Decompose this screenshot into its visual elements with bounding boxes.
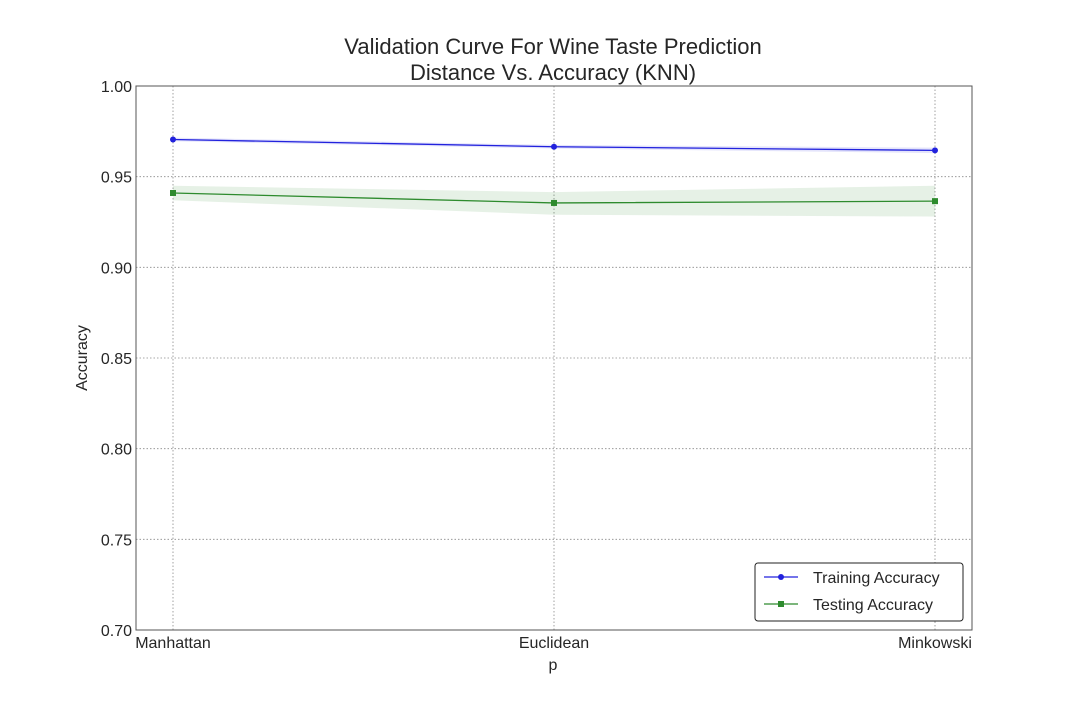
x-tick-label: Euclidean [519,635,589,652]
y-tick-label: 0.70 [101,623,132,640]
training-point [551,143,557,150]
x-axis-label: p [549,657,558,674]
legend-testing-label: Testing Accuracy [813,597,933,614]
legend-training-marker [778,574,784,580]
y-tick-label: 0.95 [101,170,132,187]
testing-point [551,199,557,206]
chart-title: Validation Curve For Wine Taste Predicti… [344,34,761,85]
chart-title-line-2: Distance Vs. Accuracy (KNN) [410,60,696,85]
y-tick-label: 1.00 [101,79,132,96]
testing-point [170,189,176,196]
grid-lines [136,85,972,631]
y-tick-label: 0.80 [101,442,132,459]
training-point [932,147,938,154]
legend: Training Accuracy Testing Accuracy [754,562,964,622]
axis-ticks: 0.70 0.75 0.80 0.85 0.90 0.95 1.00 Manhattan Euc… [101,79,972,652]
legend-training-label: Training Accuracy [813,570,940,587]
chart-title-line-1: Validation Curve For Wine Taste Predicti… [344,34,761,59]
testing-point [932,198,938,205]
y-tick-label: 0.85 [101,351,132,368]
x-tick-label: Minkowski [898,635,972,652]
legend-testing-marker [778,601,784,607]
y-tick-label: 0.90 [101,260,132,277]
y-tick-label: 0.75 [101,532,132,549]
training-point [170,136,176,143]
plot-area-frame [135,85,973,631]
y-axis-label: Accuracy [74,325,91,391]
legend-box [754,562,964,622]
x-tick-label: Manhattan [135,635,211,652]
series-lines [170,136,938,206]
